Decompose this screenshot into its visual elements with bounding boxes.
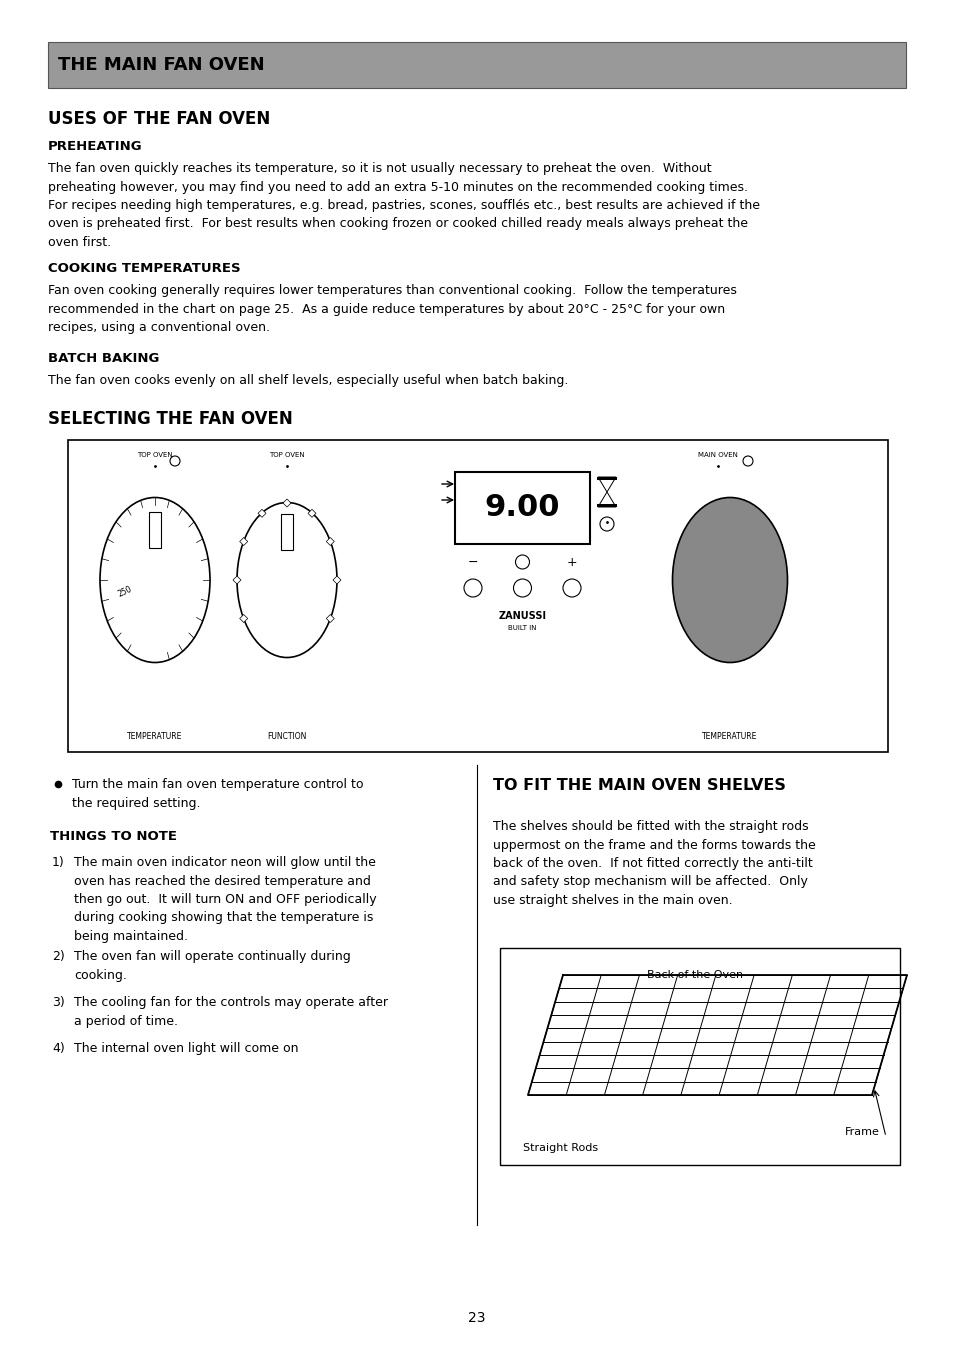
- Bar: [281, 513, 293, 550]
- Text: THE MAIN FAN OVEN: THE MAIN FAN OVEN: [58, 55, 264, 74]
- Polygon shape: [239, 615, 248, 623]
- Text: The oven fan will operate continually during
cooking.: The oven fan will operate continually du…: [74, 950, 351, 981]
- Text: BUILT IN: BUILT IN: [508, 626, 537, 631]
- Polygon shape: [333, 576, 340, 584]
- Text: USES OF THE FAN OVEN: USES OF THE FAN OVEN: [48, 109, 270, 128]
- Text: THINGS TO NOTE: THINGS TO NOTE: [50, 830, 177, 843]
- Bar: [149, 512, 161, 549]
- Text: COOKING TEMPERATURES: COOKING TEMPERATURES: [48, 262, 240, 276]
- Bar: [455, 471, 589, 544]
- Bar: [597, 504, 617, 507]
- Text: Straight Rods: Straight Rods: [522, 1143, 598, 1152]
- Text: The shelves should be fitted with the straight rods
uppermost on the frame and t: The shelves should be fitted with the st…: [493, 820, 815, 907]
- Text: 1): 1): [52, 857, 65, 869]
- Bar: [597, 477, 617, 480]
- Text: ZANUSSI: ZANUSSI: [498, 611, 546, 621]
- Text: −: −: [467, 555, 477, 569]
- Ellipse shape: [236, 503, 336, 658]
- Polygon shape: [233, 576, 241, 584]
- Text: The fan oven cooks evenly on all shelf levels, especially useful when batch baki: The fan oven cooks evenly on all shelf l…: [48, 374, 568, 386]
- Text: 9.00: 9.00: [484, 493, 559, 523]
- Text: 4): 4): [52, 1042, 65, 1055]
- Text: 2): 2): [52, 950, 65, 963]
- Polygon shape: [598, 492, 616, 507]
- Text: Fan oven cooking generally requires lower temperatures than conventional cooking: Fan oven cooking generally requires lowe…: [48, 284, 736, 334]
- Text: 3): 3): [52, 996, 65, 1009]
- Text: MAIN OVEN: MAIN OVEN: [698, 453, 738, 458]
- Text: 250: 250: [116, 585, 133, 598]
- Text: Back of the Oven: Back of the Oven: [646, 970, 742, 979]
- Text: FUNCTION: FUNCTION: [267, 732, 306, 740]
- Text: TEMPERATURE: TEMPERATURE: [127, 732, 182, 740]
- Bar: [499, 948, 899, 1165]
- Text: BATCH BAKING: BATCH BAKING: [48, 353, 159, 365]
- Ellipse shape: [672, 497, 786, 662]
- Text: The fan oven quickly reaches its temperature, so it is not usually necessary to : The fan oven quickly reaches its tempera…: [48, 162, 760, 249]
- Text: PREHEATING: PREHEATING: [48, 141, 143, 153]
- Polygon shape: [326, 538, 334, 546]
- Text: The cooling fan for the controls may operate after
a period of time.: The cooling fan for the controls may ope…: [74, 996, 388, 1028]
- Text: +: +: [566, 555, 577, 569]
- Text: TOP OVEN: TOP OVEN: [137, 453, 172, 458]
- Text: The internal oven light will come on: The internal oven light will come on: [74, 1042, 298, 1055]
- Text: 23: 23: [468, 1310, 485, 1325]
- Bar: [68, 440, 887, 753]
- Ellipse shape: [100, 497, 210, 662]
- Text: Frame: Frame: [844, 1127, 879, 1138]
- Polygon shape: [283, 499, 291, 507]
- Polygon shape: [257, 509, 266, 517]
- Polygon shape: [598, 477, 616, 492]
- Bar: [48, 42, 905, 88]
- Polygon shape: [326, 615, 334, 623]
- Text: The main oven indicator neon will glow until the
oven has reached the desired te: The main oven indicator neon will glow u…: [74, 857, 376, 943]
- Text: TOP OVEN: TOP OVEN: [269, 453, 305, 458]
- Polygon shape: [239, 538, 248, 546]
- Text: SELECTING THE FAN OVEN: SELECTING THE FAN OVEN: [48, 409, 293, 428]
- Text: Turn the main fan oven temperature control to
the required setting.: Turn the main fan oven temperature contr…: [71, 778, 363, 809]
- Polygon shape: [308, 509, 315, 517]
- Text: TO FIT THE MAIN OVEN SHELVES: TO FIT THE MAIN OVEN SHELVES: [493, 778, 785, 793]
- Text: TEMPERATURE: TEMPERATURE: [701, 732, 757, 740]
